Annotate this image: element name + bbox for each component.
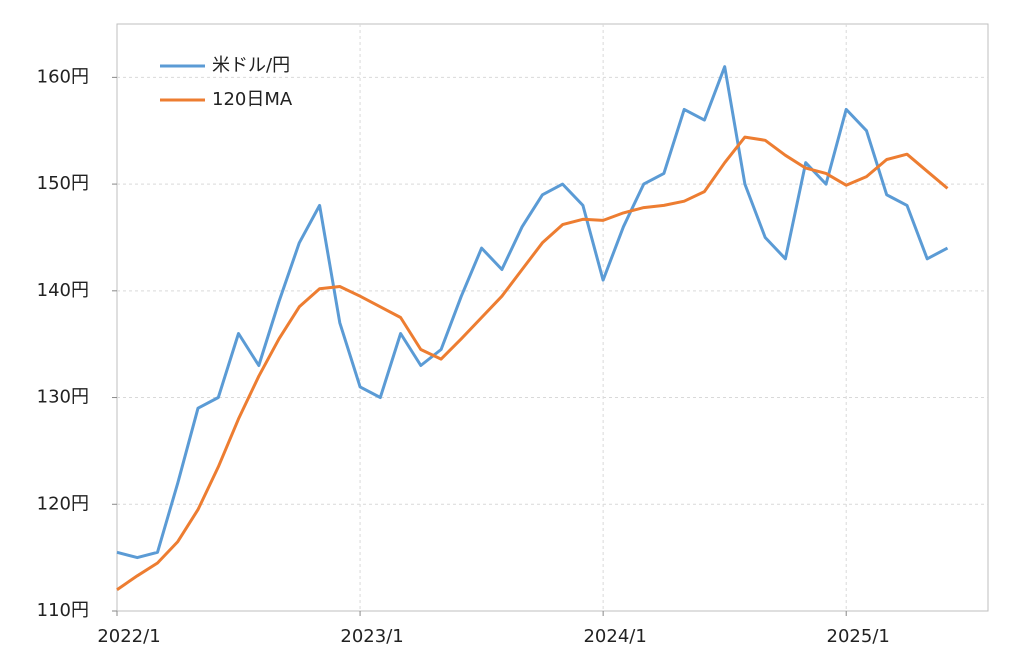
series-line xyxy=(116,135,949,591)
plot-frame xyxy=(116,23,989,612)
legend-label: 米ドル/円 xyxy=(212,55,290,76)
legend-label: 120日MA xyxy=(212,89,293,110)
y-tick-label: 130円 xyxy=(37,387,89,408)
x-tick-label: 2025/1 xyxy=(827,626,890,647)
x-tick-label: 2024/1 xyxy=(583,626,646,647)
y-tick-label: 150円 xyxy=(37,173,89,194)
x-tick-label: 2023/1 xyxy=(340,626,403,647)
series-line xyxy=(116,65,949,560)
y-tick-label: 110円 xyxy=(37,600,89,621)
y-tick-label: 160円 xyxy=(37,66,89,87)
x-tick-label: 2022/1 xyxy=(97,626,160,647)
y-tick-label: 120円 xyxy=(37,493,89,514)
y-tick-label: 140円 xyxy=(37,280,89,301)
